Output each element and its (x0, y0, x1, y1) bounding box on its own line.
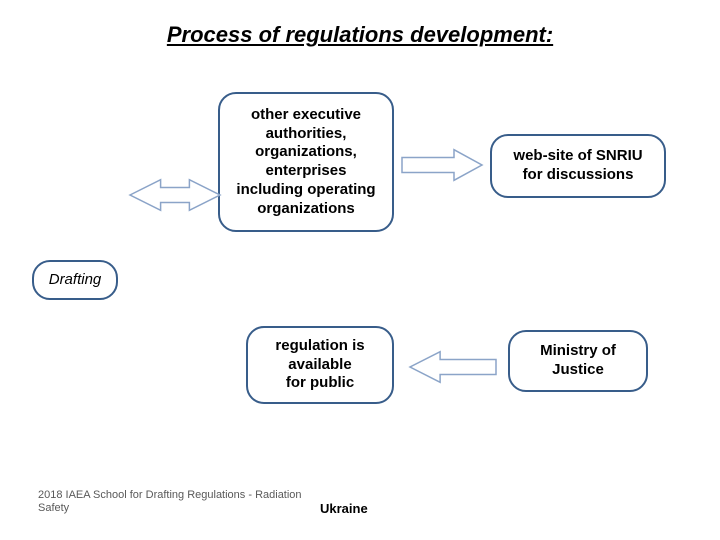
node-executive: other executiveauthorities,organizations… (218, 92, 394, 232)
node-drafting-text: Drafting (43, 267, 108, 294)
arrow-executive-website (402, 148, 482, 182)
node-regulation-text: regulation isavailablefor public (269, 333, 370, 397)
footer-center: Ukraine (320, 501, 368, 516)
arrow-drafting-executive (130, 178, 220, 212)
page-title: Process of regulations development: (0, 22, 720, 48)
node-regulation: regulation isavailablefor public (246, 326, 394, 404)
node-drafting: Drafting (32, 260, 118, 300)
node-ministry-text: Ministry ofJustice (534, 338, 622, 384)
node-ministry: Ministry ofJustice (508, 330, 648, 392)
node-website-text: web-site of SNRIUfor discussions (507, 143, 648, 189)
node-executive-text: other executiveauthorities,organizations… (230, 102, 381, 223)
node-website: web-site of SNRIUfor discussions (490, 134, 666, 198)
footer-left: 2018 IAEA School for Drafting Regulation… (38, 489, 302, 517)
arrow-ministry-regulation (410, 350, 496, 384)
